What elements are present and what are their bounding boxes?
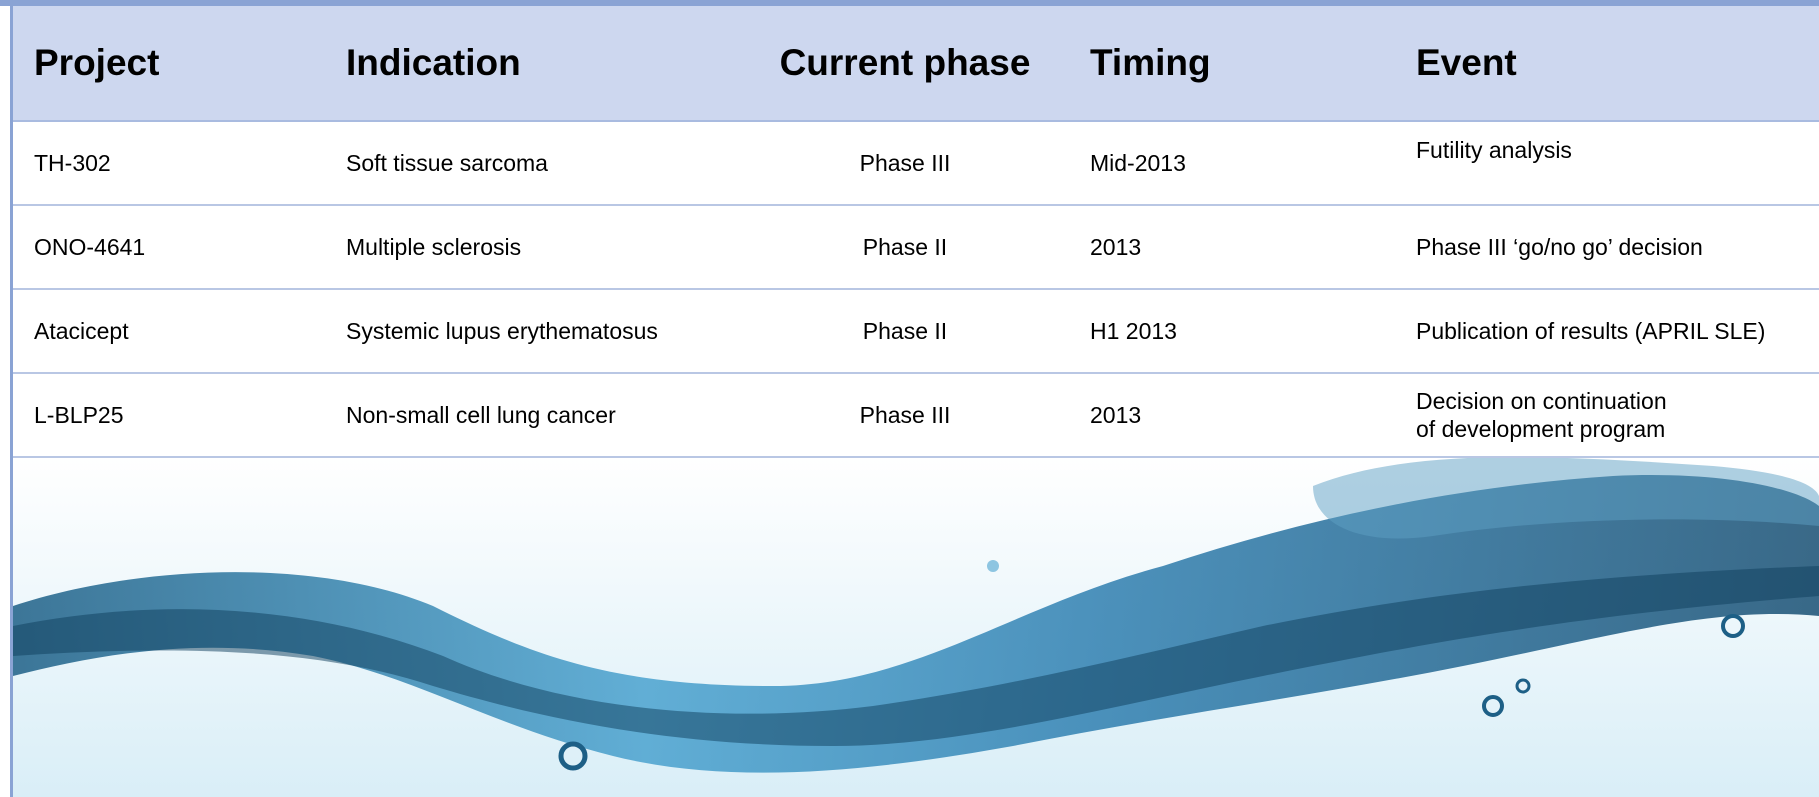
column-header: Project — [34, 42, 160, 83]
table-cell: Mid-2013 — [1090, 150, 1186, 176]
left-border — [10, 0, 13, 797]
table-cell: Atacicept — [34, 318, 129, 344]
table-header — [13, 6, 1819, 122]
top-border — [0, 0, 1819, 6]
table-cell: TH-302 — [34, 150, 111, 176]
table-cell: Phase II — [862, 318, 948, 344]
table-cell: Phase III — [859, 402, 951, 428]
table-cell: Phase III — [859, 150, 951, 176]
table-cell: Publication of results (APRIL SLE) — [1416, 318, 1766, 344]
column-header: Indication — [346, 42, 521, 83]
table-cell: Futility analysis — [1416, 137, 1572, 163]
table-cell: Multiple sclerosis — [346, 234, 522, 260]
column-header: Timing — [1090, 42, 1211, 83]
table-cell: Phase III ‘go/no go’ decision — [1416, 234, 1703, 260]
table-cell: L-BLP25 — [34, 402, 124, 428]
table-cell: Non-small cell lung cancer — [346, 402, 616, 428]
table-row: TH-302 Soft tissue sarcoma Phase III Mid-20… — [13, 122, 1819, 206]
table-cell: 2013 — [1090, 234, 1142, 260]
table-cell: Soft tissue sarcoma — [346, 150, 548, 176]
table-row: ONO-4641 Multiple sclerosis Phase II 2013 Ph… — [13, 206, 1819, 290]
water-splash-image — [13, 456, 1819, 797]
table-row: Atacicept Systemic lupus erythematosus Pha… — [13, 290, 1819, 374]
table-cell: Systemic lupus erythematosus — [346, 318, 658, 344]
column-header: Event — [1416, 42, 1517, 83]
table-cell: ONO-4641 — [34, 234, 146, 260]
table-cell: Decision on continuation of development … — [1416, 388, 1667, 442]
column-header: Current phase — [779, 42, 1031, 83]
table-row: L-BLP25 Non-small cell lung cancer Phase I… — [13, 374, 1819, 458]
table-cell: H1 2013 — [1090, 318, 1177, 344]
table-cell: 2013 — [1090, 402, 1142, 428]
table-cell: Phase II — [862, 234, 948, 260]
